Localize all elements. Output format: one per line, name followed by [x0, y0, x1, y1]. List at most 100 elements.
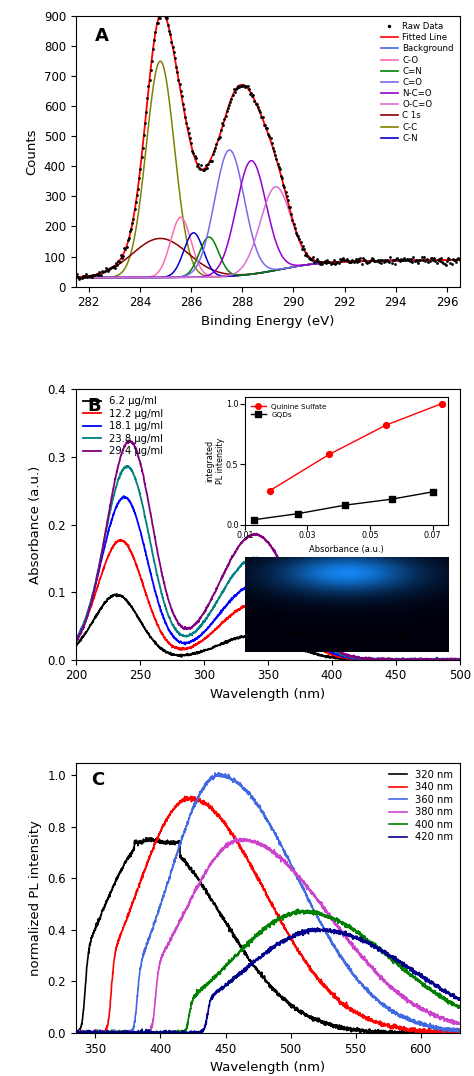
- Text: B: B: [87, 397, 101, 415]
- 23.8 μg/ml: [365, 653, 371, 666]
- 400 nm: [457, 1001, 463, 1014]
- Line: 360 nm: 360 nm: [76, 773, 460, 1033]
- 360 nm: [457, 1024, 463, 1037]
- 420 nm: [457, 992, 463, 1005]
- 18.1 μg/ml: [457, 653, 463, 666]
- 320 nm: [143, 832, 149, 845]
- Line: 6.2 μg/ml: 6.2 μg/ml: [76, 594, 460, 660]
- 29.4 μg/ml: [457, 653, 463, 666]
- Background: [249, 268, 255, 281]
- 12.2 μg/ml: [355, 653, 361, 666]
- 12.2 μg/ml: [292, 623, 297, 636]
- Line: 340 nm: 340 nm: [76, 796, 460, 1033]
- 380 nm: [233, 831, 239, 844]
- Raw Data: [76, 272, 82, 285]
- 360 nm: [250, 793, 255, 806]
- Raw Data: [222, 112, 228, 125]
- 320 nm: [376, 1027, 382, 1039]
- 380 nm: [93, 1027, 99, 1039]
- 400 nm: [375, 942, 381, 954]
- 23.8 μg/ml: [103, 526, 109, 539]
- 360 nm: [376, 994, 382, 1007]
- Background: [457, 254, 463, 267]
- 320 nm: [457, 1027, 463, 1039]
- Line: 380 nm: 380 nm: [76, 837, 460, 1033]
- 340 nm: [250, 862, 255, 875]
- 18.1 μg/ml: [73, 633, 79, 646]
- 23.8 μg/ml: [236, 561, 242, 574]
- Legend: 320 nm, 340 nm, 360 nm, 380 nm, 400 nm, 420 nm: 320 nm, 340 nm, 360 nm, 380 nm, 400 nm, …: [387, 767, 455, 844]
- 23.8 μg/ml: [457, 653, 463, 666]
- 6.2 μg/ml: [236, 632, 242, 645]
- Background: [375, 254, 381, 267]
- Fitted Line: [457, 254, 463, 267]
- 23.8 μg/ml: [292, 597, 297, 610]
- 18.1 μg/ml: [121, 490, 127, 502]
- 380 nm: [73, 1025, 79, 1038]
- Line: 420 nm: 420 nm: [76, 928, 460, 1033]
- 23.8 μg/ml: [118, 468, 124, 481]
- 380 nm: [446, 1015, 452, 1028]
- 18.1 μg/ml: [103, 537, 109, 550]
- 340 nm: [457, 1027, 463, 1039]
- 360 nm: [446, 1022, 452, 1035]
- 29.4 μg/ml: [103, 525, 109, 538]
- 18.1 μg/ml: [118, 493, 124, 506]
- Background: [73, 271, 79, 284]
- Legend: Raw Data, Fitted Line, Background, C-O, C=N, C=O, N-C=O, O-C=O, C 1s, C-C, C-N: Raw Data, Fitted Line, Background, C-O, …: [379, 20, 456, 144]
- 12.2 μg/ml: [457, 653, 463, 666]
- Text: A: A: [95, 27, 109, 45]
- Fitted Line: [73, 271, 79, 284]
- Fitted Line: [92, 268, 98, 281]
- 18.1 μg/ml: [292, 612, 297, 625]
- 29.4 μg/ml: [292, 584, 297, 597]
- 320 nm: [446, 1024, 452, 1037]
- 320 nm: [73, 1025, 79, 1038]
- 380 nm: [376, 967, 382, 980]
- 400 nm: [446, 994, 451, 1007]
- Legend: 6.2 μg/ml, 12.2 μg/ml, 18.1 μg/ml, 23.8 μg/ml, 29.4 μg/ml: 6.2 μg/ml, 12.2 μg/ml, 18.1 μg/ml, 23.8 …: [81, 394, 165, 458]
- Raw Data: [159, 6, 165, 19]
- 6.2 μg/ml: [292, 641, 297, 654]
- 6.2 μg/ml: [103, 596, 109, 609]
- Line: 400 nm: 400 nm: [76, 909, 460, 1033]
- 23.8 μg/ml: [251, 552, 257, 565]
- 340 nm: [188, 790, 194, 803]
- 12.2 μg/ml: [118, 534, 123, 547]
- 360 nm: [73, 1027, 79, 1039]
- 29.4 μg/ml: [236, 540, 242, 553]
- X-axis label: Binding Energy (eV): Binding Energy (eV): [201, 315, 335, 328]
- 12.2 μg/ml: [103, 556, 109, 569]
- 12.2 μg/ml: [236, 603, 242, 615]
- X-axis label: Wavelength (nm): Wavelength (nm): [210, 688, 325, 702]
- 6.2 μg/ml: [114, 587, 119, 600]
- 320 nm: [250, 959, 255, 972]
- Fitted Line: [159, 5, 165, 18]
- 420 nm: [73, 1027, 79, 1039]
- 340 nm: [446, 1025, 452, 1038]
- 400 nm: [73, 1027, 79, 1039]
- Line: Background: Background: [76, 260, 460, 278]
- Background: [446, 254, 451, 267]
- 360 nm: [446, 1024, 452, 1037]
- 420 nm: [446, 986, 451, 999]
- 320 nm: [73, 1027, 79, 1039]
- Y-axis label: Counts: Counts: [25, 128, 38, 174]
- Line: Fitted Line: Fitted Line: [76, 12, 460, 278]
- 360 nm: [216, 766, 221, 779]
- 400 nm: [249, 933, 255, 946]
- 29.4 μg/ml: [118, 448, 124, 461]
- 320 nm: [93, 921, 99, 934]
- 12.2 μg/ml: [244, 599, 250, 612]
- 340 nm: [93, 1024, 99, 1037]
- 380 nm: [446, 1014, 452, 1027]
- Text: C: C: [91, 770, 104, 789]
- 420 nm: [249, 958, 255, 971]
- X-axis label: Wavelength (nm): Wavelength (nm): [210, 1061, 325, 1074]
- 420 nm: [315, 921, 320, 934]
- 6.2 μg/ml: [244, 629, 250, 642]
- Raw Data: [154, 16, 159, 29]
- Y-axis label: Absorbance (a.u.): Absorbance (a.u.): [29, 466, 42, 583]
- 23.8 μg/ml: [125, 459, 130, 472]
- 420 nm: [260, 948, 265, 961]
